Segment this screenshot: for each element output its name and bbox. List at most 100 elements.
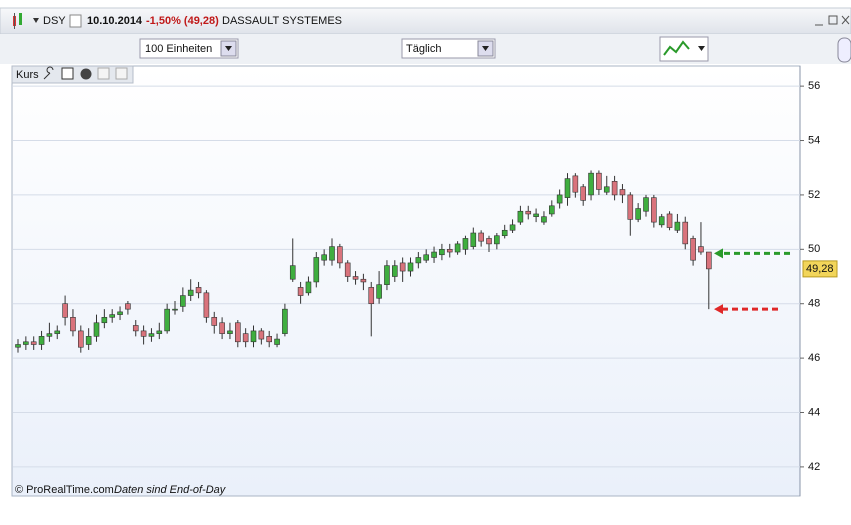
marker-arrowhead: [714, 304, 723, 315]
candle-body: [705, 251, 712, 270]
candle-body: [658, 216, 665, 226]
plot-area: [11, 65, 801, 497]
candle-body: [70, 317, 76, 332]
y-tick-label: 48: [808, 298, 820, 310]
y-tick-label: 52: [808, 189, 820, 201]
close-button[interactable]: [841, 15, 850, 25]
candle-body: [337, 246, 343, 264]
candle-body: [391, 265, 398, 277]
date: 10.10.2014: [87, 15, 143, 27]
candle-body: [313, 257, 320, 283]
candle-body: [164, 308, 170, 332]
instrument-name: DASSAULT SYSTEMES: [222, 15, 342, 27]
panel-tab-label: Kurs: [16, 69, 39, 81]
candle-body: [203, 292, 210, 318]
app-icon: [13, 13, 22, 29]
candle-body: [187, 289, 194, 296]
candle-body: [117, 311, 123, 315]
candle-body: [46, 333, 53, 337]
up-icon[interactable]: [97, 67, 110, 80]
candle-body: [297, 287, 304, 296]
units-dropdown[interactable]: [139, 38, 239, 59]
candle-body: [651, 197, 657, 223]
candle-body: [78, 330, 84, 348]
period-label: Täglich: [406, 43, 441, 55]
y-tick-label: 42: [808, 461, 820, 473]
symbol: DSY: [43, 15, 66, 27]
title-bar: [0, 7, 851, 35]
dropdown-arrow: [482, 46, 489, 51]
candle-body: [352, 276, 359, 280]
candle-body: [93, 322, 100, 337]
candle-body: [38, 336, 45, 345]
candle-body: [415, 257, 422, 264]
candle-body: [431, 251, 437, 258]
candle-body: [627, 194, 634, 220]
copyright: © ProRealTime.com: [15, 484, 114, 496]
last-price-box: [802, 260, 838, 278]
candle-body: [682, 221, 689, 245]
candle-body: [219, 322, 225, 334]
candle-body: [125, 303, 131, 310]
panel-icons: [43, 66, 128, 80]
candle-body: [180, 295, 186, 307]
candle-body: [525, 210, 532, 215]
candle-body: [140, 330, 147, 337]
candle-body: [564, 178, 571, 198]
units-label: 100 Einheiten: [145, 43, 212, 55]
y-tick-label: 54: [808, 134, 820, 146]
candle-body: [227, 330, 233, 334]
y-tick-label: 44: [808, 406, 820, 418]
info-icon[interactable]: [69, 14, 82, 28]
y-tick-label: 46: [808, 352, 820, 364]
period-dropdown[interactable]: [401, 38, 496, 59]
candle-body: [580, 186, 587, 201]
candle-body: [572, 175, 579, 193]
y-tick-label: 50: [808, 243, 820, 255]
candle-body: [603, 186, 610, 193]
close-icon[interactable]: [80, 68, 92, 80]
candle-body: [109, 314, 115, 318]
candle-body: [407, 262, 414, 272]
candle-body: [156, 330, 163, 334]
candle-body: [23, 341, 29, 345]
candle-body: [666, 213, 673, 228]
candle-body: [344, 262, 351, 277]
candle-body: [690, 238, 696, 261]
candle-body: [384, 265, 390, 285]
candle-body: [305, 281, 312, 294]
last-price-label: 49,28: [806, 263, 834, 275]
window-icon[interactable]: [61, 67, 74, 80]
side-toggle[interactable]: [837, 37, 851, 63]
y-tick-label: 56: [808, 80, 820, 92]
candle-body: [698, 246, 704, 253]
down-icon[interactable]: [115, 67, 128, 80]
candle-body: [235, 322, 241, 343]
maximize-button[interactable]: [828, 15, 838, 25]
dropdown-arrow: [698, 46, 705, 51]
wrench-icon[interactable]: [43, 66, 54, 80]
candle-body: [101, 317, 108, 324]
candle-body: [368, 287, 375, 305]
candle-body: [62, 303, 68, 318]
candle-body: [643, 197, 649, 212]
candle-body: [611, 181, 618, 196]
candle-body: [274, 338, 280, 345]
candle-body: [30, 341, 37, 345]
candle-body: [423, 254, 430, 261]
candle-body: [517, 210, 524, 223]
data-note: Daten sind End-of-Day: [114, 484, 227, 496]
candle-body: [439, 249, 445, 256]
candle-body: [446, 249, 453, 253]
candle-body: [289, 265, 296, 280]
candle-body: [85, 336, 92, 345]
grid: [13, 85, 800, 468]
candle-body: [172, 308, 178, 311]
candle-body: [674, 221, 681, 231]
dropdown-arrow[interactable]: [33, 18, 39, 23]
candle-body: [619, 189, 626, 196]
dropdown-arrow: [225, 46, 232, 51]
candle-body: [533, 213, 539, 217]
